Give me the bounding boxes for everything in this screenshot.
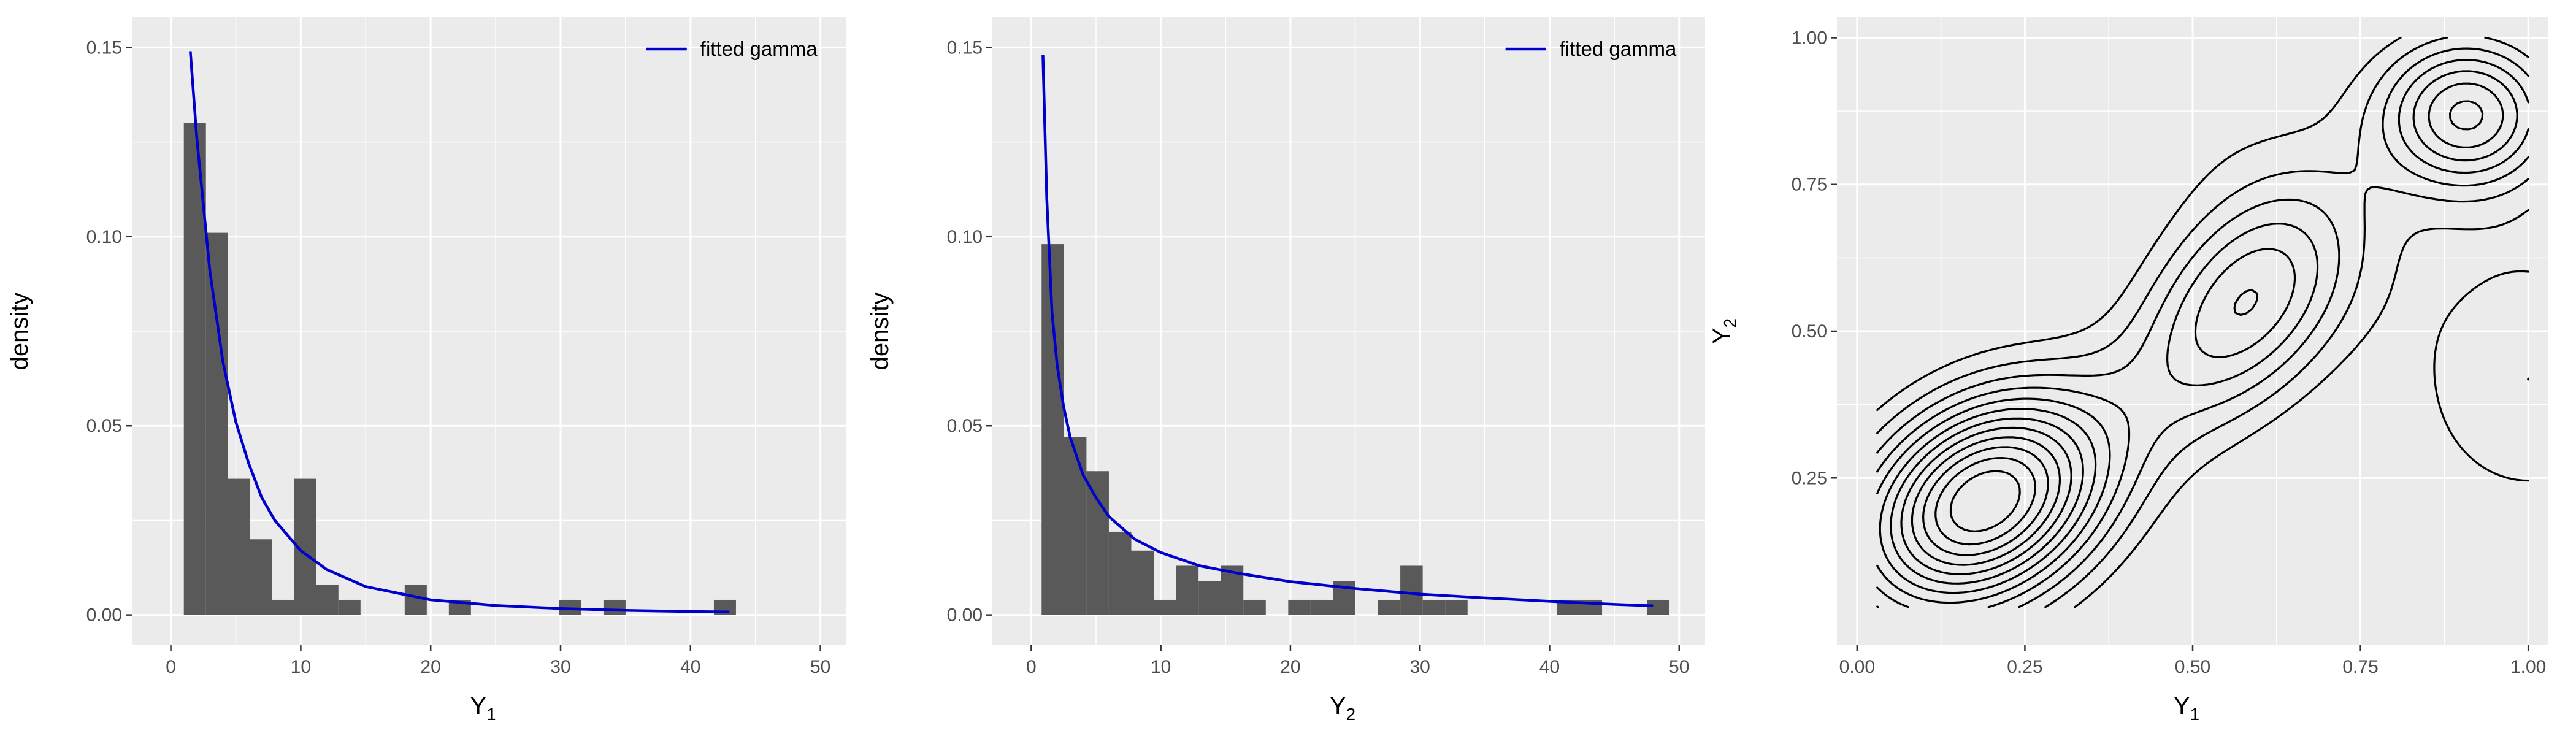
histogram-bar <box>1400 565 1423 615</box>
y-tick-label: 0.00 <box>947 605 983 626</box>
histogram-bar <box>1154 599 1176 615</box>
histogram-bar <box>1176 565 1199 615</box>
fitted-gamma-curve <box>189 51 730 613</box>
fitted-gamma-curve <box>1041 55 1654 608</box>
y-axis-title-base: Y <box>1708 328 1735 344</box>
y-tick-label: 0.10 <box>86 227 122 247</box>
x-tick-label: 40 <box>680 657 700 677</box>
x-tick-label: 50 <box>810 657 830 677</box>
x-tick-label: 20 <box>1280 657 1300 677</box>
x-axis-title: Y2 <box>1330 692 1355 724</box>
histogram-bar <box>338 599 361 615</box>
contour-line <box>1876 36 2529 608</box>
legend-label: fitted gamma <box>1560 37 1677 60</box>
histogram-bar <box>250 539 272 615</box>
histogram-bar <box>1086 471 1109 615</box>
histogram-bar <box>1310 599 1333 615</box>
x-tick-label: 0.25 <box>2007 657 2042 677</box>
x-tick-label: 0.50 <box>2175 657 2210 677</box>
x-axis-title-base: Y <box>470 692 486 719</box>
histogram-bar <box>205 232 228 615</box>
x-tick-label: 30 <box>550 657 570 677</box>
y-axis-title: Y2 <box>1708 318 1739 344</box>
y-tick-label: 0.10 <box>947 227 983 247</box>
histogram-bar <box>1243 599 1266 615</box>
x-tick-label: 10 <box>291 657 311 677</box>
histogram-panel-y2: fitted gamma 0 10 20 30 40 50 0.00 0.05 0.10 0.15 Y… <box>867 17 1705 724</box>
x-tick-label: 0 <box>1026 657 1037 677</box>
contour-line <box>1876 59 2529 608</box>
y-tick-label: 0.75 <box>1792 175 1827 195</box>
y-axis-title-subscript: 2 <box>1720 318 1739 328</box>
x-tick-label: 20 <box>420 657 440 677</box>
y-tick-label: 0.00 <box>86 605 122 626</box>
histogram-bar <box>1378 599 1401 615</box>
contour-line <box>1900 426 2072 575</box>
x-axis-title-subscript: 1 <box>486 705 496 724</box>
histogram-bar <box>1445 599 1468 615</box>
histogram-bar <box>1131 550 1154 615</box>
y-tick-label: 1.00 <box>1792 28 1827 48</box>
x-axis-title-subscript: 1 <box>2190 705 2200 724</box>
contour-line <box>1911 436 2061 566</box>
x-tick-label: 0.75 <box>2342 657 2378 677</box>
y-tick-label: 0.15 <box>947 37 983 58</box>
x-axis-title: Y1 <box>2174 692 2199 724</box>
contour-line <box>1876 70 2518 604</box>
histogram-bar <box>404 585 427 615</box>
contour-line <box>1934 457 2036 546</box>
contour-line <box>1879 82 2504 594</box>
histogram-bar <box>1647 599 1669 615</box>
contour-line <box>1890 100 2484 585</box>
contour-line <box>1949 470 2021 532</box>
x-tick-label: 50 <box>1669 657 1689 677</box>
histogram-bar <box>228 478 250 615</box>
y-tick-label: 0.25 <box>1792 468 1827 488</box>
contour-line <box>1876 47 2529 608</box>
x-tick-label: 0.00 <box>1839 657 1875 677</box>
x-tick-label: 1.00 <box>2510 657 2546 677</box>
y-tick-label: 0.05 <box>86 416 122 436</box>
histogram-bar <box>316 585 339 615</box>
x-axis-title-subscript: 2 <box>1346 705 1356 724</box>
histogram-panel-y1: fitted gamma 0 10 20 30 40 50 0.00 0.05 0.10 0.15 Y… <box>6 17 846 724</box>
histogram-bar <box>1198 581 1221 615</box>
x-tick-label: 10 <box>1151 657 1171 677</box>
x-tick-label: 30 <box>1410 657 1430 677</box>
y-axis-title: density <box>867 293 894 370</box>
legend-label: fitted gamma <box>700 37 818 60</box>
y-tick-label: 0.15 <box>86 37 122 58</box>
x-axis-title: Y1 <box>470 692 496 724</box>
histogram-bar <box>1041 244 1064 615</box>
contour-line <box>1876 36 2529 608</box>
contour-line <box>1922 446 2049 556</box>
histogram-bar <box>1288 599 1311 615</box>
y-tick-label: 0.05 <box>947 416 983 436</box>
histogram-bar <box>1064 437 1087 615</box>
x-axis-title-base: Y <box>2174 692 2190 719</box>
histogram-bar <box>272 599 294 615</box>
histogram-bar <box>1108 531 1132 615</box>
x-tick-label: 40 <box>1539 657 1560 677</box>
histogram-bar <box>603 599 626 615</box>
x-axis-title-base: Y <box>1330 692 1346 719</box>
histogram-bar <box>1422 599 1446 615</box>
y-tick-label: 0.50 <box>1792 321 1827 342</box>
x-tick-label: 0 <box>166 657 176 677</box>
y-axis-title: density <box>6 293 33 370</box>
